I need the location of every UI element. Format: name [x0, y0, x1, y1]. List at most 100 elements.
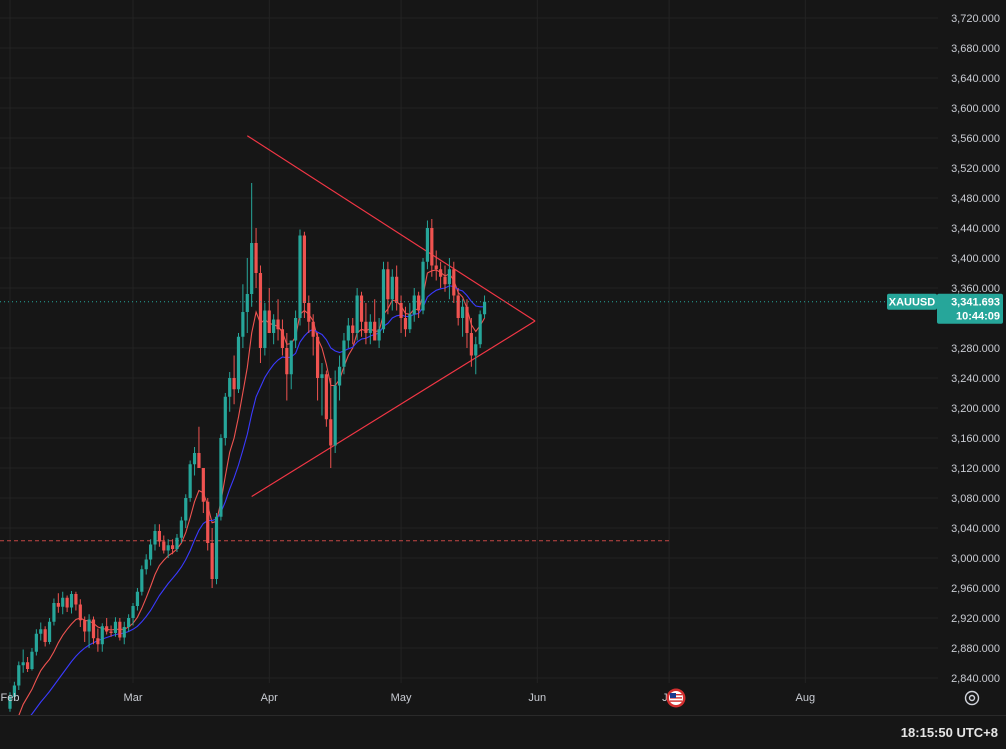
- candle: [144, 554, 148, 575]
- candle-body: [373, 321, 377, 341]
- clock-timezone[interactable]: 18:15:50 UTC+8: [900, 725, 998, 740]
- candle: [342, 333, 346, 375]
- candle-body: [192, 453, 197, 465]
- candle: [188, 460, 192, 502]
- candle-body: [140, 569, 144, 592]
- candle: [69, 591, 74, 614]
- y-tick-label: 3,240.000: [951, 373, 1000, 385]
- candle: [135, 588, 140, 611]
- candle-body: [188, 464, 192, 498]
- symbol-tag: XAUUSD: [889, 297, 936, 309]
- candle-body: [245, 294, 249, 312]
- triangle-upper-line: [246, 135, 536, 322]
- bottom-toolbar: 18:15:50 UTC+8: [0, 715, 1006, 749]
- candle: [140, 565, 144, 596]
- candle: [276, 299, 280, 341]
- moving-average-line: [30, 285, 485, 715]
- candle: [43, 626, 47, 647]
- candle-body: [210, 543, 214, 579]
- candle-body: [320, 374, 324, 378]
- candle-body: [206, 501, 210, 543]
- candle: [109, 625, 113, 637]
- y-tick-label: 3,400.000: [951, 253, 1000, 265]
- candle: [184, 494, 188, 528]
- candle-body: [127, 618, 131, 627]
- candle-body: [359, 295, 364, 322]
- candle-body: [381, 269, 386, 330]
- candle-body: [113, 621, 118, 633]
- y-tick-label: 2,880.000: [951, 643, 1000, 655]
- candle: [228, 372, 232, 412]
- candle: [474, 336, 478, 375]
- x-tick-label: Jun: [528, 692, 546, 704]
- candle: [236, 333, 241, 393]
- candle: [258, 265, 263, 363]
- candle-body: [232, 378, 236, 390]
- candle: [157, 524, 161, 547]
- candle-body: [342, 340, 346, 367]
- candle: [346, 318, 350, 348]
- candle: [25, 657, 30, 672]
- candle-body: [61, 597, 65, 607]
- candle: [263, 303, 267, 356]
- candle: [272, 314, 276, 345]
- y-tick-label: 3,040.000: [951, 523, 1000, 535]
- candle-body: [122, 627, 126, 638]
- candle: [127, 614, 131, 632]
- candle: [118, 618, 122, 641]
- candle-body: [311, 321, 315, 337]
- candle-body: [434, 265, 438, 270]
- candle-body: [302, 235, 306, 303]
- candle: [280, 319, 285, 356]
- y-tick-label: 3,000.000: [951, 553, 1000, 565]
- candle-body: [17, 665, 21, 686]
- triangle-pattern-layer: [246, 135, 536, 498]
- candle: [219, 434, 223, 521]
- candle: [162, 535, 166, 554]
- candle: [307, 295, 311, 333]
- candle-body: [368, 321, 372, 333]
- candle: [478, 310, 482, 348]
- candle-body: [100, 626, 104, 645]
- candle: [381, 261, 386, 333]
- x-tick-label: May: [391, 692, 412, 704]
- candle: [465, 299, 469, 348]
- candle: [324, 370, 328, 427]
- candle: [52, 598, 56, 626]
- candle: [364, 303, 368, 345]
- chart-settings-icon[interactable]: [963, 689, 981, 707]
- candle: [289, 340, 293, 390]
- candle-body: [21, 662, 25, 666]
- candle: [434, 250, 438, 281]
- y-tick-label: 3,560.000: [951, 133, 1000, 145]
- candle: [131, 603, 135, 626]
- candle: [206, 498, 210, 551]
- candle: [65, 595, 69, 612]
- candle-body: [175, 537, 179, 549]
- candle-body: [170, 545, 175, 549]
- candle: [267, 288, 271, 333]
- candle-body: [157, 531, 161, 542]
- candle-body: [65, 597, 69, 608]
- us-flag-event-icon[interactable]: [666, 688, 686, 708]
- candle-body: [460, 306, 465, 318]
- candle-body: [69, 594, 74, 608]
- candle: [482, 295, 487, 318]
- candle-body: [289, 340, 293, 375]
- y-tick-label: 2,840.000: [951, 673, 1000, 685]
- x-tick-label: Aug: [796, 692, 816, 704]
- candle: [311, 314, 315, 356]
- candle: [333, 370, 337, 453]
- y-tick-label: 3,680.000: [951, 43, 1000, 55]
- candle: [443, 265, 447, 292]
- candle-body: [25, 662, 30, 669]
- candle-body: [96, 638, 100, 645]
- candle: [254, 228, 258, 288]
- candle: [355, 288, 359, 341]
- candle-body: [241, 312, 245, 337]
- price-chart[interactable]: 3,720.000 3,680.000 3,640.000 3,600.000 3,56…: [0, 0, 1006, 715]
- candle: [96, 628, 100, 652]
- chart-area[interactable]: 3,720.000 3,680.000 3,640.000 3,600.000 3,56…: [0, 0, 1006, 715]
- candle-body: [399, 303, 403, 318]
- candle-body: [482, 301, 487, 315]
